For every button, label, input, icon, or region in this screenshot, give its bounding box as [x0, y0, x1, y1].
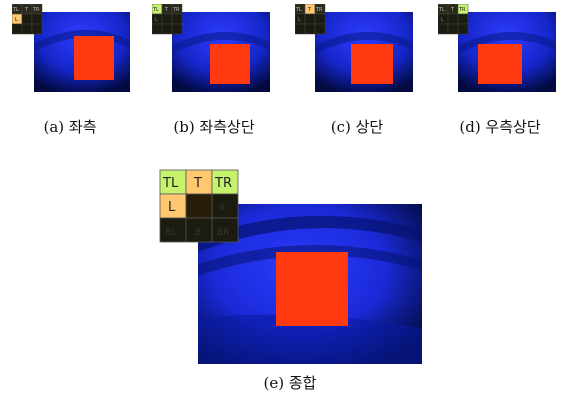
- grid-label-tr: TR: [214, 176, 232, 191]
- red-box: [478, 44, 522, 84]
- grid-label-l: L: [15, 17, 18, 23]
- red-box: [210, 44, 250, 84]
- panel-a: TL T TR L: [12, 4, 130, 92]
- panel-b: TL T TR L: [152, 4, 270, 92]
- direction-grid: TL T TR L: [12, 4, 43, 35]
- grid-label-tl: TL: [152, 7, 159, 13]
- panel-d: TL T TR L: [438, 4, 556, 92]
- panel-c: TL T TR L: [295, 4, 413, 92]
- grid-label-t: T: [450, 7, 455, 13]
- grid-label-r: R: [219, 204, 225, 214]
- grid-label-bl: BL: [165, 228, 176, 238]
- scene-band-2: [198, 244, 422, 276]
- panel-c-image: TL T TR L: [295, 4, 413, 92]
- scene-band: [458, 31, 556, 54]
- grid-label-b: B: [195, 228, 201, 238]
- grid-label-tl: TL: [295, 7, 302, 13]
- grid-label-l: L: [298, 17, 301, 23]
- grid-label-l: L: [168, 200, 176, 215]
- panel-b-image: TL T TR L: [152, 4, 270, 92]
- caption-b: (b) 좌측상단: [173, 118, 255, 136]
- grid-label-t: T: [193, 176, 202, 191]
- grid-label-tl: TL: [12, 7, 19, 13]
- red-box: [276, 252, 348, 326]
- grid-label-tl: TL: [162, 176, 179, 191]
- scene-band: [172, 31, 270, 54]
- direction-grid: TL T TR L R BL B BR: [159, 169, 239, 243]
- scene-floor: [198, 314, 422, 364]
- grid-label-tr: TR: [172, 7, 180, 13]
- grid-label-t: T: [164, 7, 169, 13]
- grid-label-l: L: [441, 17, 444, 23]
- grid-label-t: T: [24, 7, 29, 13]
- caption-e: (e) 종합: [263, 374, 317, 392]
- grid-label-br: BR: [217, 228, 229, 238]
- caption-a: (a) 좌측: [43, 118, 97, 136]
- scene-band: [34, 29, 130, 52]
- grid-label-t: T: [307, 7, 312, 13]
- direction-grid: TL T TR L: [152, 4, 183, 35]
- caption-c: (c) 상단: [330, 118, 384, 136]
- scene-band-1: [198, 215, 422, 252]
- grid-label-tr: TR: [32, 7, 40, 13]
- scene-band: [315, 31, 413, 54]
- direction-grid: TL T TR L: [295, 4, 326, 35]
- grid-label-tr: TR: [458, 7, 466, 13]
- panel-e: TL T TR L R BL B BR: [158, 168, 422, 364]
- red-box: [74, 36, 114, 80]
- grid-label-tl: TL: [438, 7, 445, 13]
- grid-label-tr: TR: [315, 7, 323, 13]
- direction-grid: TL T TR L: [438, 4, 469, 35]
- grid-label-l: L: [155, 17, 158, 23]
- red-box: [351, 44, 393, 84]
- panel-d-image: TL T TR L: [438, 4, 556, 92]
- panel-e-image: TL T TR L R BL B BR: [159, 169, 422, 364]
- panel-a-image: TL T TR L: [12, 4, 130, 92]
- caption-d: (d) 우측상단: [459, 118, 541, 136]
